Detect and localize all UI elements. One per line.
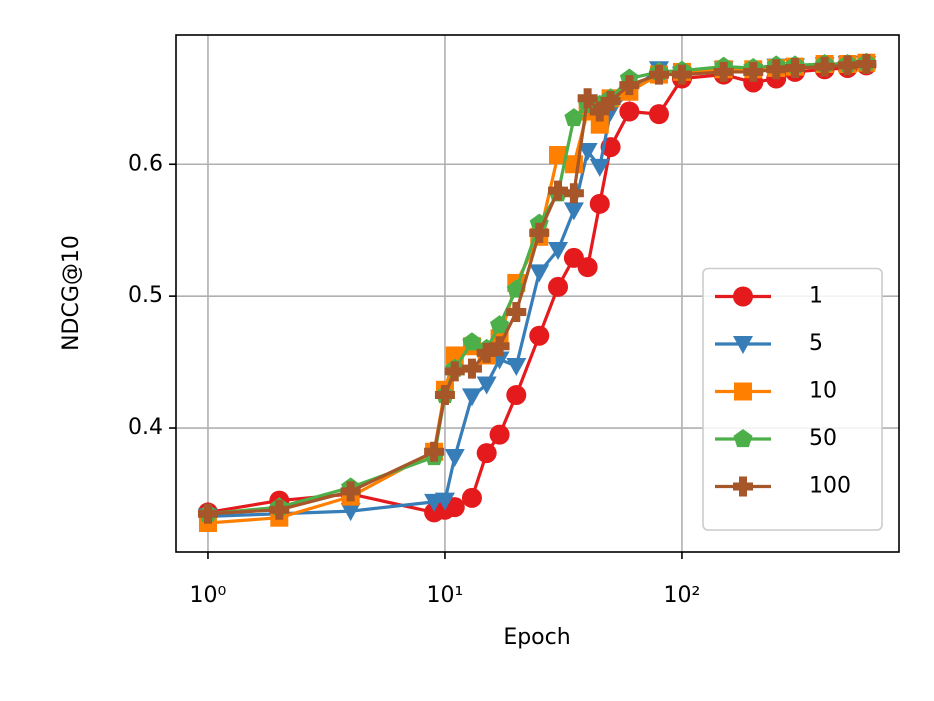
data-point	[476, 443, 497, 464]
data-point	[548, 276, 569, 297]
data-point	[444, 449, 465, 468]
data-point	[713, 61, 734, 82]
y-tick-label: 0.5	[128, 283, 163, 308]
data-point	[462, 332, 482, 351]
data-point	[548, 241, 569, 260]
legend-label: 100	[809, 474, 851, 499]
data-point	[506, 385, 527, 406]
data-point	[814, 56, 835, 77]
data-point	[489, 336, 510, 357]
data-point	[563, 202, 584, 221]
data-point	[529, 325, 550, 346]
data-point	[577, 257, 598, 278]
data-point	[671, 64, 692, 85]
data-point	[529, 264, 550, 283]
data-point	[563, 183, 584, 204]
data-point	[269, 499, 290, 520]
plot-frame	[175, 34, 900, 553]
data-point	[589, 101, 610, 122]
x-tick-label: 10⁰	[190, 583, 227, 608]
data-point	[489, 424, 510, 445]
data-point	[197, 503, 218, 524]
data-point	[590, 115, 609, 134]
data-point	[434, 385, 455, 406]
legend-marker	[733, 429, 753, 448]
legend-marker	[733, 286, 753, 307]
data-point	[340, 503, 361, 522]
data-point	[589, 193, 610, 214]
data-point	[785, 57, 806, 78]
legend-label: 1	[809, 284, 823, 309]
data-point	[506, 301, 527, 322]
data-point	[577, 143, 598, 162]
x-axis-label: Epoch	[503, 625, 570, 650]
data-point	[619, 75, 640, 96]
data-point	[424, 441, 445, 462]
legend-marker	[733, 476, 753, 497]
legend-label: 50	[809, 426, 837, 451]
data-point	[600, 90, 621, 111]
data-point	[856, 54, 877, 75]
data-point	[743, 61, 764, 82]
data-point	[837, 55, 858, 76]
data-point	[476, 376, 497, 395]
data-point	[577, 88, 598, 109]
data-point	[461, 358, 482, 379]
y-axis-label: NDCG@10	[59, 235, 84, 351]
data-point	[434, 492, 455, 511]
x-tick-label: 10¹	[427, 583, 464, 608]
data-point	[444, 361, 465, 382]
data-point	[548, 180, 569, 201]
data-point	[529, 222, 550, 243]
legend-marker	[733, 336, 753, 354]
legend-box	[702, 267, 883, 531]
data-point	[476, 342, 497, 363]
y-tick-label: 0.4	[128, 415, 163, 440]
data-point	[340, 481, 361, 502]
legend-marker	[734, 382, 752, 401]
data-point	[589, 158, 610, 177]
data-point	[564, 108, 584, 127]
data-point	[490, 315, 510, 334]
legend-label: 5	[809, 331, 823, 356]
data-point	[648, 64, 669, 85]
y-tick-label: 0.6	[128, 151, 163, 176]
data-point	[506, 358, 527, 377]
legend-label: 10	[809, 379, 837, 404]
data-point	[461, 487, 482, 508]
data-point	[444, 497, 465, 518]
data-point	[648, 104, 669, 125]
data-point	[529, 213, 549, 232]
x-tick-label: 10²	[664, 583, 701, 608]
data-point	[766, 59, 787, 80]
data-point	[549, 146, 568, 165]
data-point	[619, 101, 640, 122]
data-point	[461, 388, 482, 407]
